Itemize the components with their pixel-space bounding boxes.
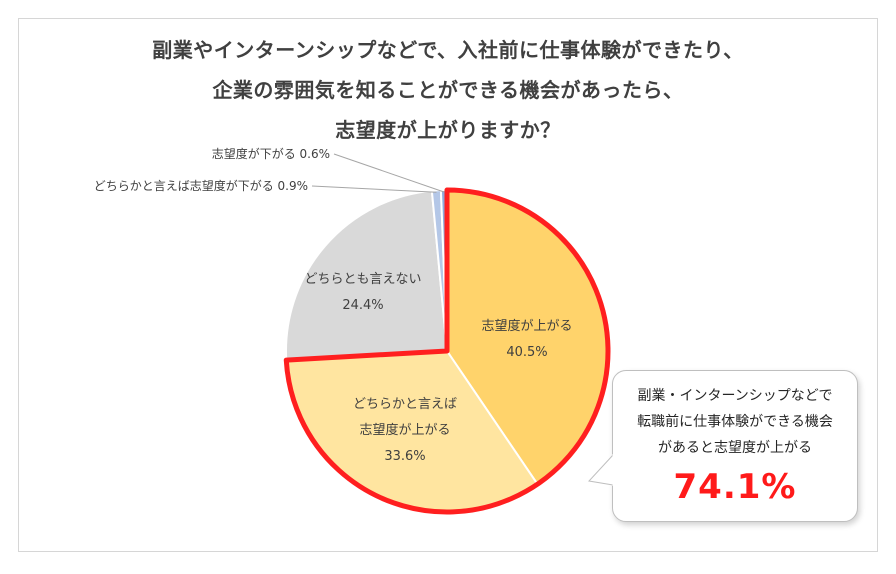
callout-text-line-3: があると志望度が上がる	[658, 440, 812, 456]
slice-label-s4: どちらかと言えば志望度が下がる 0.9%	[94, 178, 308, 193]
highlight-outline	[283, 187, 611, 515]
slice-label-s1-name: 志望度が上がる	[481, 318, 572, 334]
chart-title-line-3: 志望度が上がりますか？	[335, 118, 561, 142]
chart-title-line-2: 企業の雰囲気を知ることができる機会があったら、	[212, 78, 684, 102]
callout-value: 74.1%	[673, 467, 797, 507]
leader-line-s4	[311, 185, 437, 193]
slice-label-s2-name-2: 志望度が上がる	[359, 422, 450, 438]
slice-label-s3-value: 24.4%	[342, 298, 383, 313]
leader-line-s5	[333, 153, 445, 193]
slice-label-s1-value: 40.5%	[506, 345, 547, 360]
slice-label-s3-name: どちらとも言えない	[304, 272, 421, 287]
chart-title-line-1: 副業やインターンシップなどで、入社前に仕事体験ができたり、	[152, 38, 744, 62]
slice-label-s2-value: 33.6%	[384, 449, 425, 464]
pie-slice-3	[285, 189, 449, 362]
slice-label-s5: 志望度が下がる 0.6%	[212, 146, 330, 161]
callout-pointer	[588, 454, 616, 486]
callout-text-line-2: 転職前に仕事体験ができる機会	[637, 414, 833, 430]
slice-label-s2-name-1: どちらかと言えば	[353, 397, 457, 412]
callout-text-line-1: 副業・インターンシップなどで	[637, 388, 833, 404]
callout-box: 副業・インターンシップなどで 転職前に仕事体験ができる機会 があると志望度が上が…	[588, 370, 858, 522]
